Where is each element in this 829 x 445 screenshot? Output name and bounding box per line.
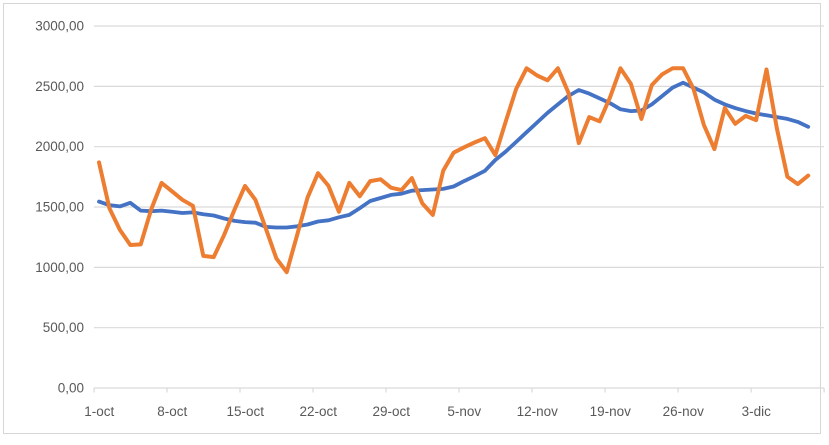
x-axis-label: 26-nov: [663, 404, 705, 419]
x-axis-label: 3-dic: [742, 404, 772, 419]
x-axis-label: 12-nov: [517, 404, 559, 419]
y-axis-label: 2000,00: [35, 139, 84, 154]
y-axis-label: 500,00: [43, 320, 84, 335]
x-axis-label: 8-oct: [157, 404, 187, 419]
x-axis-label: 5-nov: [447, 404, 481, 419]
x-axis-label: 19-nov: [590, 404, 632, 419]
x-axis-label: 29-oct: [372, 404, 410, 419]
y-axis-label: 1500,00: [35, 200, 84, 215]
chart-border: [3, 3, 821, 434]
y-axis-label: 2500,00: [35, 79, 84, 94]
y-axis-label: 0,00: [58, 381, 84, 396]
x-axis-label: 15-oct: [226, 404, 264, 419]
series-orange-daily-line: [97, 66, 811, 275]
y-axis-label: 1000,00: [35, 260, 84, 275]
x-axis-label: 22-oct: [299, 404, 337, 419]
x-axis-label: 1-oct: [84, 404, 114, 419]
y-axis-label: 3000,00: [35, 19, 84, 34]
